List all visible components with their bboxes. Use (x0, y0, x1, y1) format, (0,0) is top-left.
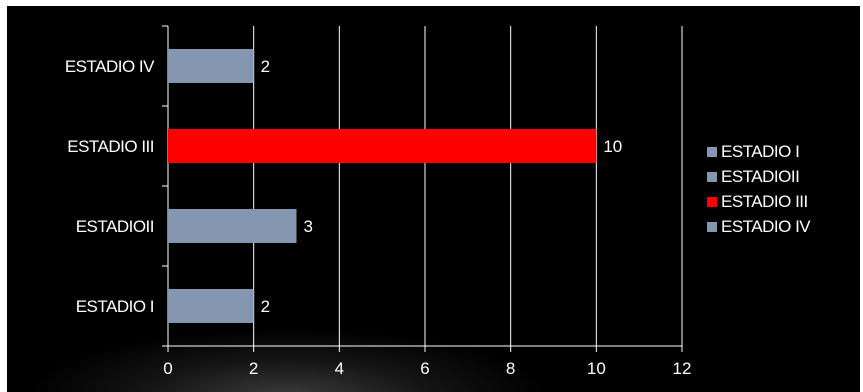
legend-swatch-3 (707, 222, 717, 232)
x-tick-label-4: 4 (335, 359, 344, 378)
x-tick-label-10: 10 (587, 359, 606, 378)
bar-2 (168, 129, 597, 163)
bar-chart: 0 2 4 6 8 10 12 2 ESTADIO I 3 ESTADIOII 10 ESTADIO I… (65, 25, 812, 378)
legend-swatch-1 (707, 172, 717, 182)
legend-label-2: ESTADIO III (721, 192, 808, 211)
data-label-0: 2 (261, 297, 270, 316)
data-label-1: 3 (304, 217, 313, 236)
chart-area: 0 2 4 6 8 10 12 2 ESTADIO I 3 ESTADIOII 10 ESTADIO I… (7, 6, 860, 392)
legend-label-1: ESTADIOII (721, 167, 799, 186)
category-label-2: ESTADIO III (67, 137, 154, 156)
x-tick-label-0: 0 (163, 359, 172, 378)
x-tick-label-2: 2 (249, 359, 258, 378)
bar-0 (168, 289, 254, 323)
category-label-1: ESTADIOII (76, 217, 154, 236)
data-label-3: 2 (261, 57, 270, 76)
category-label-0: ESTADIO I (76, 297, 154, 316)
x-tick-label-6: 6 (420, 359, 429, 378)
labels: 0 2 4 6 8 10 12 2 ESTADIO I 3 ESTADIOII 10 ESTADIO I… (65, 57, 692, 378)
legend-label-0: ESTADIO I (721, 142, 799, 161)
bar-1 (168, 209, 297, 243)
legend-swatch-2 (707, 197, 717, 207)
x-tick-label-8: 8 (506, 359, 515, 378)
legend-label-3: ESTADIO IV (721, 217, 811, 236)
category-label-3: ESTADIO IV (65, 57, 155, 76)
bar-3 (168, 49, 254, 83)
legend-swatch-0 (707, 147, 717, 157)
x-tick-label-12: 12 (673, 359, 692, 378)
data-label-2: 10 (603, 137, 622, 156)
legend: ESTADIO I ESTADIOII ESTADIO III ESTADIO IV (707, 142, 812, 236)
bars (168, 49, 597, 323)
gridlines (253, 26, 683, 346)
